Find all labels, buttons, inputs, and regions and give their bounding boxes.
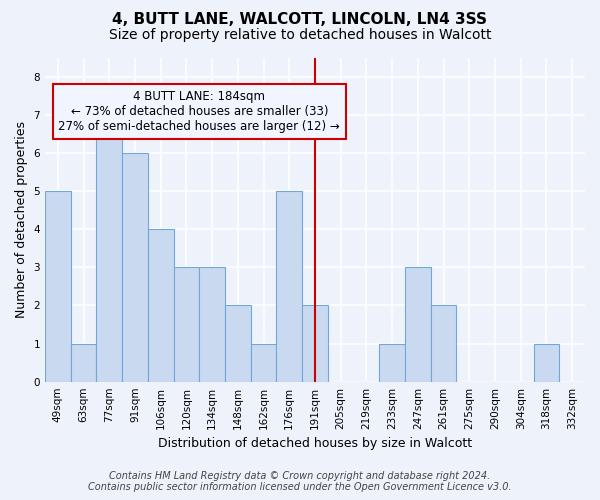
Bar <box>251 344 277 382</box>
Bar <box>122 153 148 382</box>
Bar <box>173 268 199 382</box>
Text: 4 BUTT LANE: 184sqm
← 73% of detached houses are smaller (33)
27% of semi-detach: 4 BUTT LANE: 184sqm ← 73% of detached ho… <box>58 90 340 133</box>
Bar <box>225 306 251 382</box>
Bar <box>199 268 225 382</box>
Text: Contains HM Land Registry data © Crown copyright and database right 2024.
Contai: Contains HM Land Registry data © Crown c… <box>88 471 512 492</box>
Y-axis label: Number of detached properties: Number of detached properties <box>15 121 28 318</box>
Bar <box>431 306 457 382</box>
Bar <box>277 191 302 382</box>
Bar <box>97 114 122 382</box>
Bar <box>148 229 173 382</box>
Bar <box>302 306 328 382</box>
Bar <box>45 191 71 382</box>
Bar <box>405 268 431 382</box>
Bar <box>71 344 97 382</box>
Bar <box>533 344 559 382</box>
Text: Size of property relative to detached houses in Walcott: Size of property relative to detached ho… <box>109 28 491 42</box>
X-axis label: Distribution of detached houses by size in Walcott: Distribution of detached houses by size … <box>158 437 472 450</box>
Bar <box>379 344 405 382</box>
Text: 4, BUTT LANE, WALCOTT, LINCOLN, LN4 3SS: 4, BUTT LANE, WALCOTT, LINCOLN, LN4 3SS <box>113 12 487 28</box>
